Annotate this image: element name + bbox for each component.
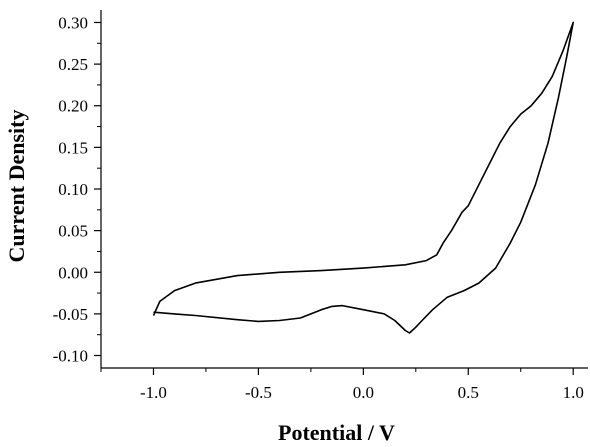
y-tick-label: 0.20 xyxy=(58,97,88,116)
y-tick-label: 0.00 xyxy=(58,263,88,282)
y-axis-title: Current Density xyxy=(4,110,29,263)
y-tick-label: 0.05 xyxy=(58,222,88,241)
x-tick-label: 1.0 xyxy=(563,383,584,402)
y-tick-label: 0.25 xyxy=(58,55,88,74)
y-tick-label: -0.05 xyxy=(53,305,88,324)
cv-curve-line xyxy=(152,21,574,334)
y-tick-label: 0.30 xyxy=(58,13,88,32)
y-ticks: -0.10 -0.05 0.00 0.05 0.10 0.15 0.20 0.25 0.30 xyxy=(53,13,101,366)
y-tick-label: 0.15 xyxy=(58,138,88,157)
y-tick-label: -0.10 xyxy=(53,347,88,366)
x-ticks: -1.0 -0.5 0.0 0.5 1.0 xyxy=(100,368,584,402)
plot-series xyxy=(152,21,574,334)
x-tick-label: 0.5 xyxy=(458,383,479,402)
x-tick-label: -1.0 xyxy=(140,383,167,402)
x-axis-title: Potential / V xyxy=(278,420,395,445)
y-tick-label: 0.10 xyxy=(58,180,88,199)
x-tick-label: -0.5 xyxy=(245,383,272,402)
x-tick-label: 0.0 xyxy=(353,383,374,402)
